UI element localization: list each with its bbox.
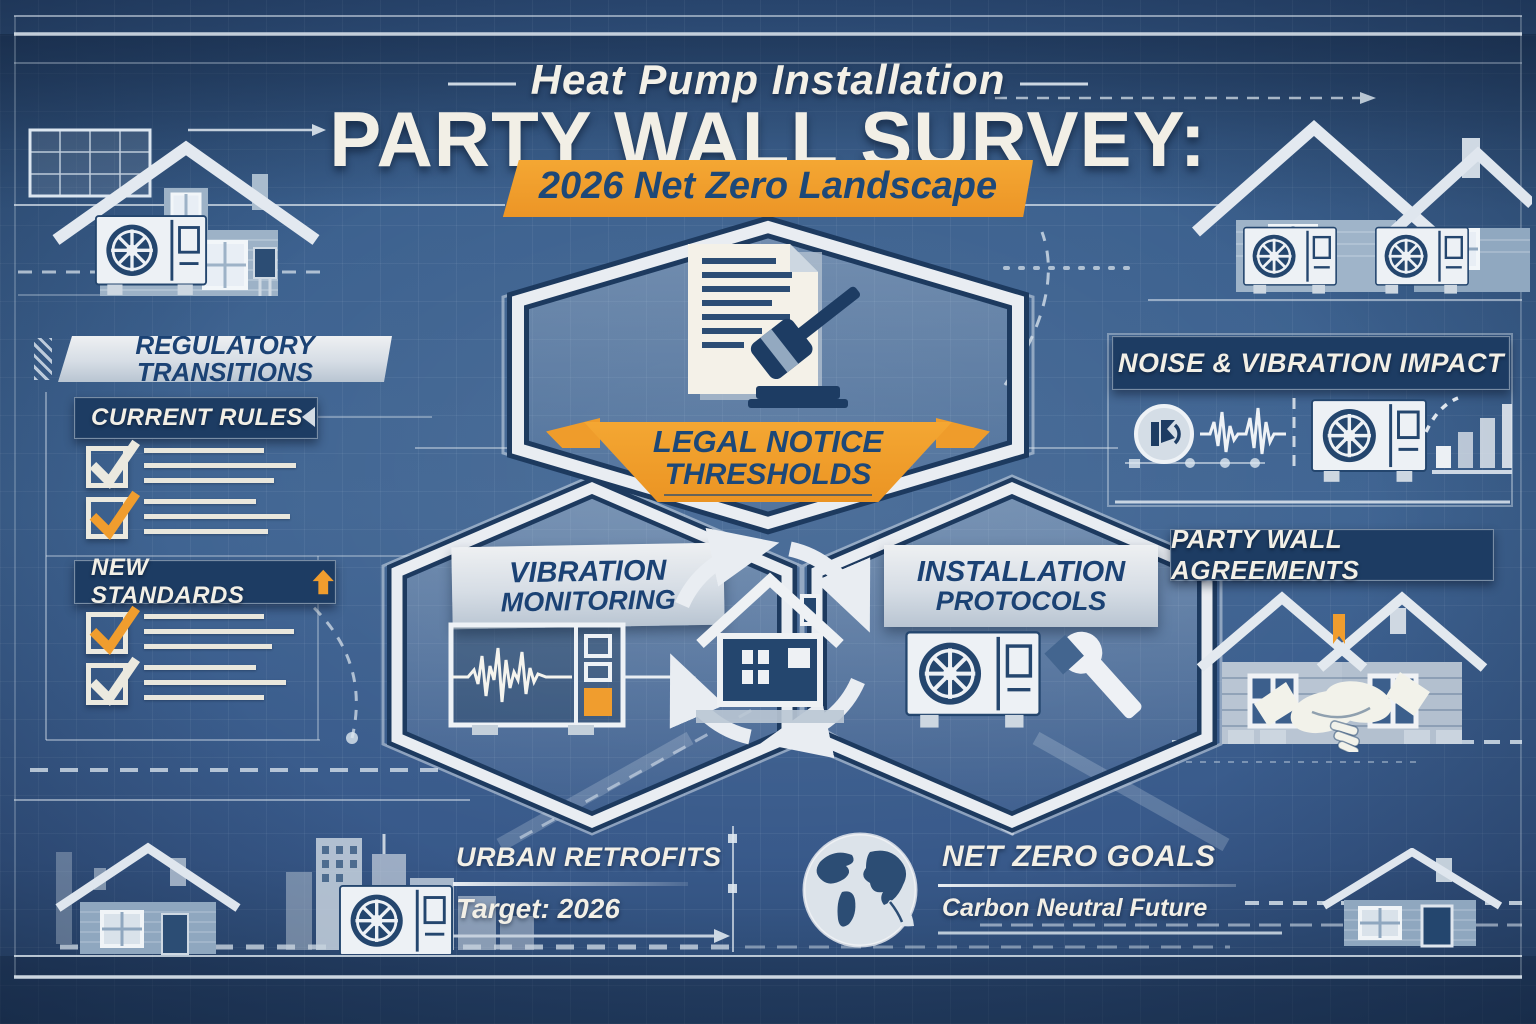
- urban-underline: [453, 882, 688, 886]
- net-zero-subtitle: Carbon Neutral Future: [942, 894, 1208, 922]
- header-subtitle-banner: 2026 Net Zero Landscape: [503, 160, 1033, 217]
- triangle-marker-icon: [302, 407, 315, 427]
- checkbox-icon: [86, 605, 141, 655]
- noise-impact-icons: [1134, 396, 1512, 484]
- globe-leaf-icon: [802, 832, 918, 948]
- meter-box-icon: [253, 247, 277, 279]
- handshake-icon: [1254, 672, 1430, 752]
- party-wall-header: PARTY WALL AGREEMENTS: [1170, 524, 1494, 585]
- checklist-item: [86, 656, 286, 710]
- arrow-up-icon: [312, 569, 334, 595]
- rule-text-lines: [144, 663, 286, 710]
- heat-pump-icon: [906, 632, 1039, 727]
- rule-text-lines: [144, 446, 296, 493]
- check-icon: [89, 656, 141, 706]
- new-standards-label: NEW STANDARDS: [91, 554, 245, 609]
- rule-text-lines: [144, 612, 294, 659]
- noise-vibration-header: NOISE & VIBRATION IMPACT: [1112, 336, 1510, 390]
- vibration-line1: VIBRATION: [508, 554, 667, 590]
- house-cycle-icon: [669, 527, 871, 759]
- installation-line2: PROTOCOLS: [935, 586, 1107, 617]
- footer-band: [0, 956, 1536, 1024]
- vibration-waveform-icon: [1200, 407, 1286, 455]
- hatch-decor: [34, 338, 52, 380]
- check-icon: [89, 490, 141, 540]
- urban-retrofits-target: Target: 2026: [456, 893, 620, 924]
- regulatory-transitions-header: REGULATORY TRANSITIONS: [58, 336, 392, 382]
- current-rules-label: CURRENT RULES: [91, 404, 303, 431]
- heat-pump-wrench-icon: [898, 620, 1142, 748]
- installation-protocols-header: INSTALLATION PROTOCOLS: [884, 545, 1158, 627]
- party-wall-title: PARTY WALL AGREEMENTS: [1171, 524, 1360, 585]
- small-house-right-icon: [1321, 848, 1503, 948]
- new-standards-header: NEW STANDARDS: [74, 554, 336, 609]
- regulatory-title: REGULATORY TRANSITIONS: [135, 329, 315, 387]
- rule-text-lines: [144, 497, 290, 544]
- house-heat-pump-left-illustration: [28, 128, 320, 297]
- semi-detached-heat-pumps-illustration: [1192, 120, 1532, 294]
- rising-bar-chart-icon: [1424, 396, 1512, 474]
- houses-handshake-icon: [1196, 591, 1488, 752]
- heat-pump-icon: [338, 884, 454, 954]
- urban-retrofits-title: URBAN RETROFITS: [456, 842, 722, 872]
- orange-pennant-icon: [1333, 614, 1345, 644]
- city-skyline-heat-pump-icon: [286, 834, 534, 954]
- ribbon-underline: [664, 494, 872, 496]
- wrench-icon: [1044, 631, 1142, 719]
- check-icon: [89, 605, 141, 655]
- noise-vibration-title: NOISE & VIBRATION IMPACT: [1117, 347, 1504, 378]
- checklist-item: [86, 490, 290, 544]
- header-kicker: Heat Pump Installation: [530, 56, 1006, 103]
- current-rules-header: CURRENT RULES: [74, 397, 318, 439]
- legal-notice-line1: LEGAL NOTICE: [652, 424, 884, 459]
- checkbox-icon: [86, 490, 141, 540]
- installation-line1: INSTALLATION: [916, 555, 1126, 588]
- heat-pump-icon: [1310, 398, 1428, 484]
- checklist-item: [86, 439, 296, 493]
- legal-notice-line2: THRESHOLDS: [664, 457, 872, 491]
- checklist-item: [86, 605, 294, 659]
- checkbox-icon: [86, 439, 141, 489]
- vibration-source-icon: [1134, 404, 1194, 464]
- document-gavel-icon: [688, 244, 861, 408]
- checkbox-icon: [86, 656, 141, 706]
- net-zero-underline: [938, 884, 1236, 887]
- small-house-left-icon: [55, 842, 241, 955]
- gavel-icon: [750, 286, 861, 380]
- seismograph-icon: [448, 622, 696, 735]
- net-zero-title: NET ZERO GOALS: [942, 840, 1216, 873]
- check-icon: [89, 439, 141, 489]
